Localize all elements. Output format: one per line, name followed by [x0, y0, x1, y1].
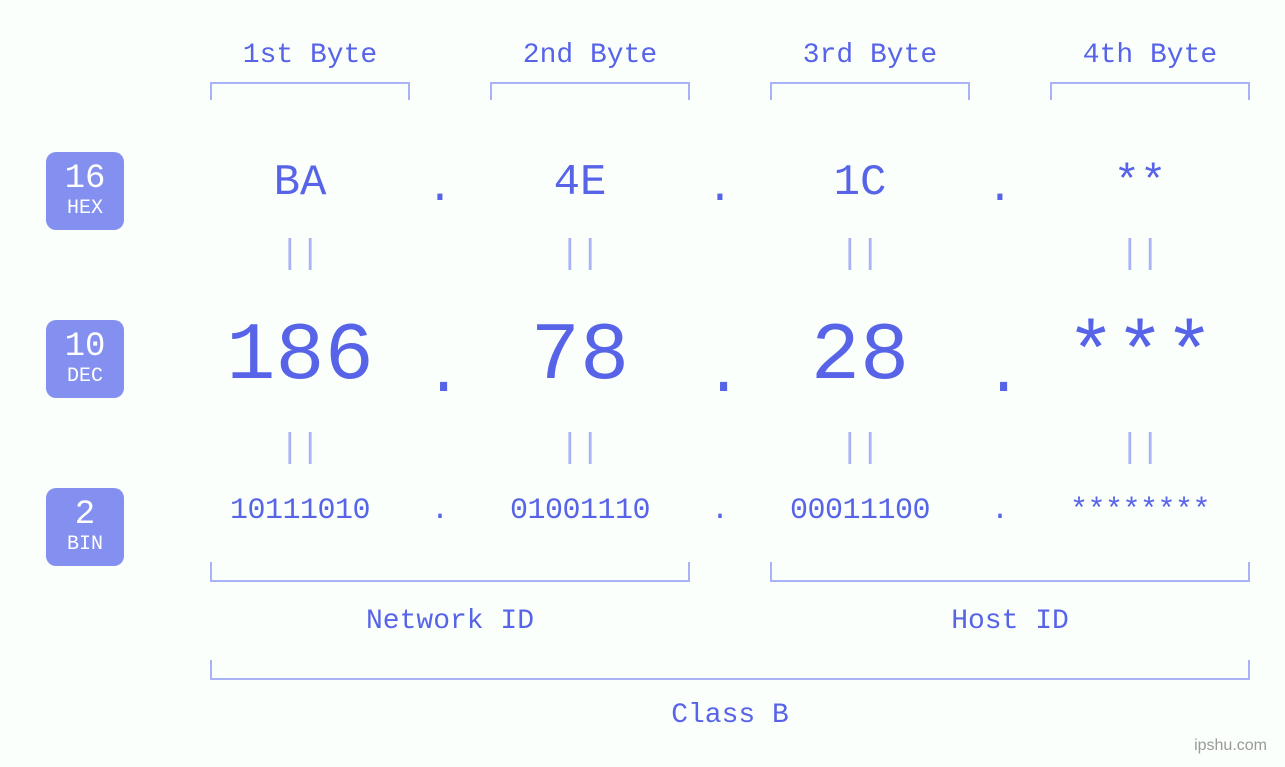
bracket-host-id [770, 562, 1250, 582]
eq-2-3: || [735, 430, 985, 468]
hex-byte-2: 4E [455, 158, 705, 208]
dec-byte-1: 186 [175, 310, 425, 403]
byte-header-2: 2nd Byte [465, 40, 715, 71]
label-class: Class B [210, 700, 1250, 731]
bin-byte-3: 00011100 [735, 494, 985, 528]
label-network-id: Network ID [210, 606, 690, 637]
dec-dot-2: . [705, 339, 735, 410]
dec-dot-1: . [425, 339, 455, 410]
hex-dot-2: . [705, 164, 735, 214]
hex-dot-1: . [425, 164, 455, 214]
byte-header-4: 4th Byte [1025, 40, 1275, 71]
hex-row: BA . 4E . 1C . ** [175, 158, 1265, 208]
bin-dot-1: . [425, 494, 455, 528]
eq-2-2: || [455, 430, 705, 468]
label-host-id: Host ID [770, 606, 1250, 637]
watermark: ipshu.com [1194, 737, 1267, 755]
dec-dot-3: . [985, 339, 1015, 410]
base-abbr-dec: DEC [67, 366, 103, 388]
hex-byte-1: BA [175, 158, 425, 208]
eq-1-2: || [455, 236, 705, 274]
byte-header-1: 1st Byte [185, 40, 435, 71]
base-num-hex: 16 [65, 162, 106, 196]
hex-byte-3: 1C [735, 158, 985, 208]
base-abbr-bin: BIN [67, 534, 103, 556]
base-num-dec: 10 [65, 330, 106, 364]
eq-1-3: || [735, 236, 985, 274]
bin-row: 10111010 . 01001110 . 00011100 . *******… [175, 494, 1265, 528]
hex-byte-4: ** [1015, 158, 1265, 208]
ip-byte-diagram: { "type": "infographic", "background_col… [0, 0, 1285, 767]
eq-2-1: || [175, 430, 425, 468]
equals-row-1: || || || || [175, 236, 1265, 274]
eq-1-4: || [1015, 236, 1265, 274]
base-num-bin: 2 [75, 498, 95, 532]
top-bracket-3 [770, 82, 970, 100]
bracket-class [210, 660, 1250, 680]
hex-dot-3: . [985, 164, 1015, 214]
dec-byte-4: *** [1015, 310, 1265, 403]
eq-2-4: || [1015, 430, 1265, 468]
bin-byte-4: ******** [1015, 494, 1265, 528]
base-badge-dec: 10 DEC [46, 320, 124, 398]
base-abbr-hex: HEX [67, 198, 103, 220]
bracket-network-id [210, 562, 690, 582]
base-badge-hex: 16 HEX [46, 152, 124, 230]
top-bracket-1 [210, 82, 410, 100]
equals-row-2: || || || || [175, 430, 1265, 468]
top-bracket-4 [1050, 82, 1250, 100]
byte-header-3: 3rd Byte [745, 40, 995, 71]
dec-row: 186 . 78 . 28 . *** [175, 310, 1265, 403]
bin-dot-2: . [705, 494, 735, 528]
eq-1-1: || [175, 236, 425, 274]
bin-dot-3: . [985, 494, 1015, 528]
top-bracket-2 [490, 82, 690, 100]
bin-byte-2: 01001110 [455, 494, 705, 528]
dec-byte-2: 78 [455, 310, 705, 403]
bin-byte-1: 10111010 [175, 494, 425, 528]
dec-byte-3: 28 [735, 310, 985, 403]
base-badge-bin: 2 BIN [46, 488, 124, 566]
